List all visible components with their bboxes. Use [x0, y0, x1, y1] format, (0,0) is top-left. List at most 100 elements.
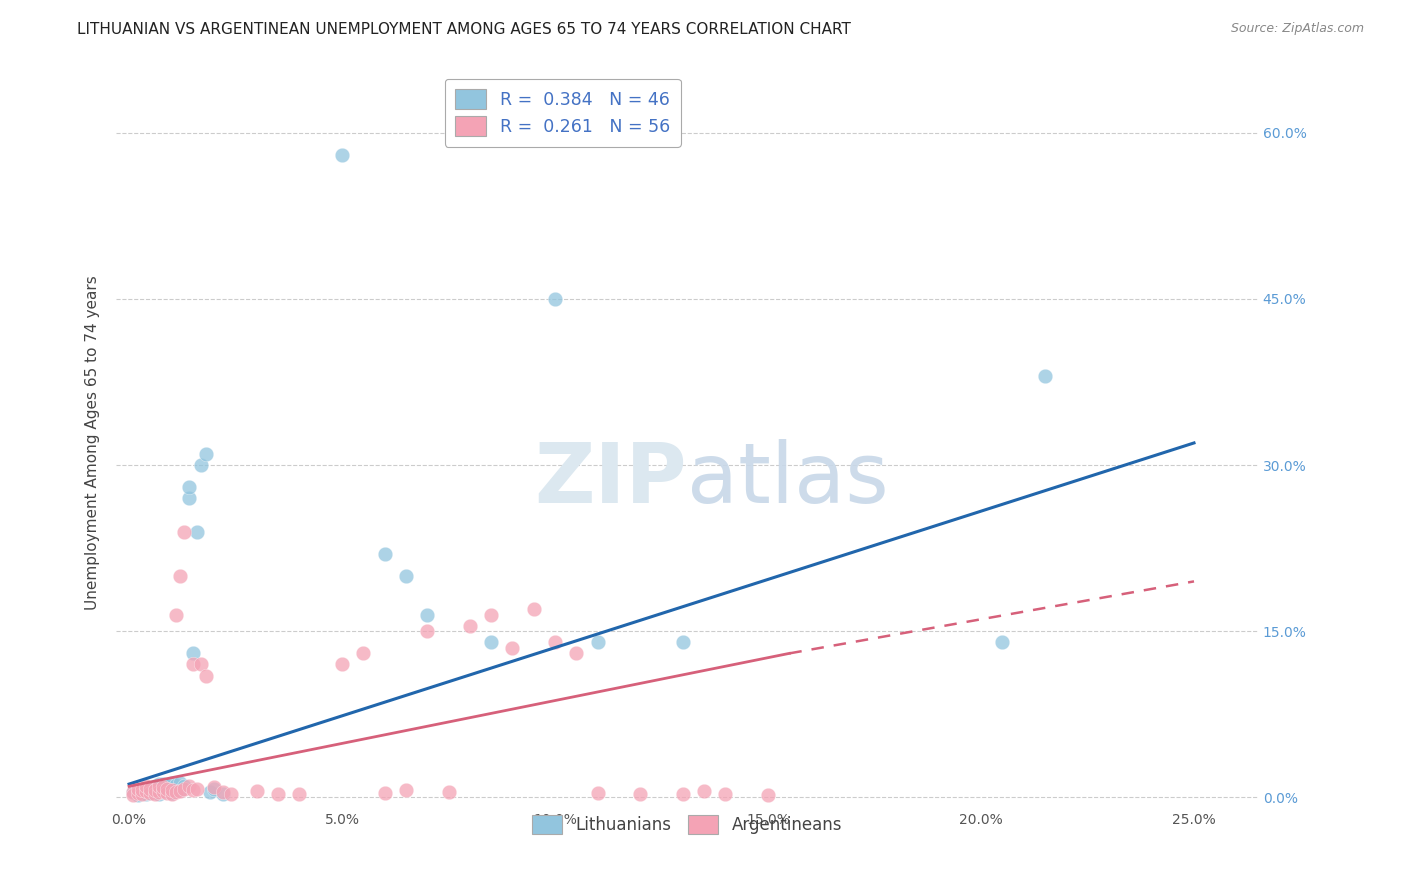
Point [165, 778, 187, 792]
Point [148, 782, 170, 797]
Point [127, 788, 149, 802]
Point [135, 779, 157, 793]
Point [198, 785, 221, 799]
Point [395, 569, 418, 583]
Point [135, 787, 157, 801]
Point [190, 657, 212, 672]
Point [181, 657, 204, 672]
Point [169, 782, 191, 797]
Point [131, 781, 153, 796]
Point [991, 635, 1014, 649]
Point [330, 148, 353, 162]
Point [211, 787, 233, 801]
Point [139, 781, 162, 796]
Point [160, 782, 183, 797]
Point [479, 607, 502, 622]
Point [416, 624, 439, 639]
Point [165, 607, 187, 622]
Text: atlas: atlas [688, 439, 889, 520]
Point [135, 783, 157, 797]
Point [586, 786, 609, 800]
Point [177, 779, 200, 793]
Point [221, 787, 243, 801]
Point [122, 785, 145, 799]
Point [672, 635, 695, 649]
Point [143, 779, 166, 793]
Point [458, 618, 481, 632]
Point [586, 635, 609, 649]
Point [131, 786, 153, 800]
Point [374, 786, 396, 800]
Point [143, 785, 166, 799]
Point [131, 787, 153, 801]
Point [267, 787, 290, 801]
Point [565, 646, 588, 660]
Point [523, 602, 546, 616]
Point [152, 780, 174, 795]
Point [127, 787, 149, 801]
Point [1033, 369, 1056, 384]
Point [169, 569, 191, 583]
Point [148, 777, 170, 791]
Point [288, 787, 311, 801]
Point [143, 787, 166, 801]
Point [156, 786, 179, 800]
Point [143, 782, 166, 797]
Point [672, 787, 695, 801]
Point [152, 777, 174, 791]
Point [177, 491, 200, 506]
Point [181, 646, 204, 660]
Point [169, 783, 191, 797]
Point [756, 788, 779, 802]
Point [152, 785, 174, 799]
Text: Source: ZipAtlas.com: Source: ZipAtlas.com [1230, 22, 1364, 36]
Point [165, 781, 187, 796]
Point [246, 783, 269, 797]
Point [156, 779, 179, 793]
Point [169, 776, 191, 790]
Point [186, 781, 208, 796]
Point [194, 447, 217, 461]
Text: LITHUANIAN VS ARGENTINEAN UNEMPLOYMENT AMONG AGES 65 TO 74 YEARS CORRELATION CHA: LITHUANIAN VS ARGENTINEAN UNEMPLOYMENT A… [77, 22, 851, 37]
Point [211, 785, 233, 799]
Point [160, 787, 183, 801]
Point [156, 783, 179, 797]
Point [173, 524, 195, 539]
Point [202, 781, 225, 796]
Point [122, 788, 145, 802]
Point [714, 787, 737, 801]
Point [135, 783, 157, 797]
Point [416, 607, 439, 622]
Point [173, 779, 195, 793]
Point [139, 781, 162, 796]
Point [122, 785, 145, 799]
Point [165, 785, 187, 799]
Point [190, 458, 212, 472]
Point [131, 782, 153, 797]
Point [127, 781, 149, 796]
Point [330, 657, 353, 672]
Point [173, 781, 195, 796]
Point [181, 782, 204, 797]
Point [194, 668, 217, 682]
Point [152, 783, 174, 797]
Point [148, 787, 170, 801]
Point [152, 780, 174, 795]
Text: ZIP: ZIP [534, 439, 688, 520]
Point [352, 646, 374, 660]
Point [202, 780, 225, 795]
Point [437, 785, 460, 799]
Point [374, 547, 396, 561]
Legend: Lithuanians, Argentineans: Lithuanians, Argentineans [522, 805, 852, 844]
Point [395, 782, 418, 797]
Point [501, 640, 523, 655]
Point [148, 785, 170, 799]
Point [628, 787, 651, 801]
Point [479, 635, 502, 649]
Point [544, 292, 567, 306]
Point [127, 786, 149, 800]
Y-axis label: Unemployment Among Ages 65 to 74 years: Unemployment Among Ages 65 to 74 years [86, 276, 100, 610]
Point [156, 781, 179, 796]
Point [177, 480, 200, 494]
Point [693, 783, 716, 797]
